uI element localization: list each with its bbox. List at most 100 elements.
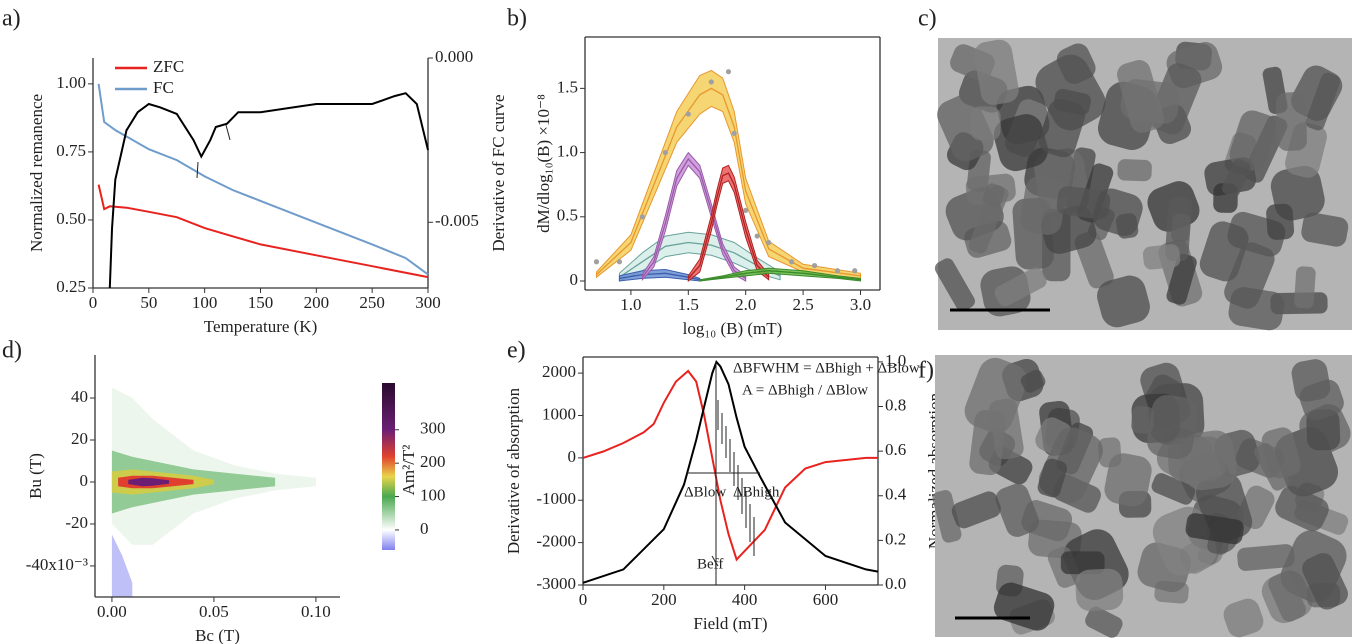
confidence-band xyxy=(699,267,861,282)
particle xyxy=(982,183,1005,208)
particle xyxy=(1275,92,1307,151)
fit-line xyxy=(641,157,747,279)
panel-label: a) xyxy=(2,6,21,32)
y2-tick-label: 0.000 xyxy=(435,47,473,66)
particle xyxy=(1305,72,1341,131)
particle xyxy=(1151,473,1196,505)
particle xyxy=(1117,159,1152,182)
particle xyxy=(1104,453,1152,507)
annotation: ΔBlow xyxy=(684,484,726,500)
y-tick-label: 0.25 xyxy=(56,277,86,296)
y-tick-label: 1000 xyxy=(542,404,576,423)
fit-line xyxy=(619,241,781,278)
particle xyxy=(1020,176,1067,235)
data-point xyxy=(708,79,714,85)
data-point xyxy=(685,111,691,117)
y-tick-label: 0.50 xyxy=(56,209,86,228)
data-point xyxy=(616,259,623,265)
y-axis-label: dM/dlog₁₀(B) ×10⁻⁸ xyxy=(534,94,553,233)
x-tick-label: 300 xyxy=(415,293,441,312)
contour-level xyxy=(111,387,316,545)
particle xyxy=(951,491,1001,529)
x-tick-label: 200 xyxy=(304,293,330,312)
data-point xyxy=(852,268,858,274)
leader xyxy=(711,555,719,567)
y2-tick-label: 0.0 xyxy=(885,574,906,593)
confidence-band xyxy=(641,151,747,282)
data-point xyxy=(639,214,645,220)
x-tick-label: 2.5 xyxy=(792,295,813,314)
x-axis-label: Bc (T) xyxy=(195,626,240,644)
particle xyxy=(1294,266,1316,309)
data-line xyxy=(582,359,879,584)
y-tick-label: 40 xyxy=(71,387,88,406)
particle xyxy=(994,267,1047,307)
colorbar xyxy=(382,383,395,550)
particle xyxy=(1222,159,1251,198)
particle xyxy=(970,106,1001,141)
y2-tick-label: 0.6 xyxy=(885,440,906,459)
data-point xyxy=(593,259,600,265)
particle xyxy=(1224,242,1275,309)
particle xyxy=(1268,572,1306,622)
x-tick-label: 250 xyxy=(359,293,385,312)
particle xyxy=(932,490,962,543)
annotation: ΔBFWHM = ΔBhigh + ΔBlow xyxy=(733,360,920,376)
y-tick-label: 1.5 xyxy=(557,77,578,96)
data-point xyxy=(754,233,760,239)
particle xyxy=(1301,212,1349,247)
fit-line xyxy=(596,87,861,277)
y2-tick-label: 0.4 xyxy=(885,485,907,504)
y-axis-label: Bu (T) xyxy=(26,453,45,499)
x-tick-label: 0 xyxy=(89,293,98,312)
data-point xyxy=(811,262,818,269)
x-tick-label: 1.0 xyxy=(620,295,641,314)
particle xyxy=(995,483,1040,537)
particle xyxy=(1039,98,1086,158)
particle xyxy=(1299,379,1344,421)
data-line xyxy=(108,92,429,289)
data-point xyxy=(789,259,795,265)
particle xyxy=(993,114,1048,172)
y2-tick-label: -0.005 xyxy=(435,211,479,230)
particle xyxy=(1117,60,1165,133)
particle xyxy=(1275,485,1329,532)
x-tick-label: 0 xyxy=(579,590,588,609)
particle xyxy=(1037,458,1068,498)
particle xyxy=(1266,203,1295,240)
colorbar-tick-label: 300 xyxy=(420,419,446,438)
particle xyxy=(1020,369,1046,393)
y-tick-label: 1.0 xyxy=(557,141,578,160)
x-tick-label: 200 xyxy=(651,590,677,609)
annotation: ΔBhigh xyxy=(733,484,780,500)
particle xyxy=(1060,551,1105,575)
y-tick-label: -20 xyxy=(65,513,88,532)
y-tick-label: -1000 xyxy=(536,489,576,508)
x-tick-label: 0.05 xyxy=(199,602,229,621)
y-tick-label: -40x10⁻³ xyxy=(26,555,88,574)
fit-line xyxy=(687,172,770,279)
data-line xyxy=(97,83,429,276)
particle xyxy=(974,39,1019,105)
colorbar-label: Am²/T² xyxy=(399,445,418,496)
panel-label: c) xyxy=(918,6,937,32)
colorbar-tick-label: 200 xyxy=(420,452,446,471)
fit-line xyxy=(699,270,861,282)
arrow xyxy=(225,124,231,141)
x-tick-label: 0.00 xyxy=(97,602,127,621)
contour-level xyxy=(128,477,170,487)
particle xyxy=(988,398,1024,460)
particle xyxy=(1085,606,1123,638)
particle xyxy=(1142,244,1181,270)
particle xyxy=(934,258,975,312)
x-tick-label: 1.5 xyxy=(678,295,699,314)
panel-label: b) xyxy=(507,6,527,32)
particle xyxy=(1254,443,1290,491)
x-tick-label: 0.10 xyxy=(301,602,331,621)
data-point xyxy=(731,130,737,136)
particle xyxy=(1075,568,1124,612)
particle xyxy=(1302,553,1348,610)
particle xyxy=(1166,253,1197,305)
